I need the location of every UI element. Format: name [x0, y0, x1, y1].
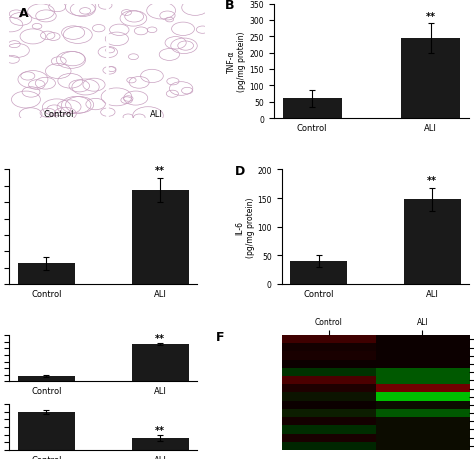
Bar — [132, 190, 189, 284]
Bar — [283, 99, 342, 119]
Bar — [132, 344, 189, 381]
Bar — [18, 376, 75, 381]
Text: A: A — [19, 7, 29, 20]
Text: F: F — [216, 330, 224, 343]
Text: D: D — [235, 164, 245, 177]
Bar — [132, 437, 189, 450]
Bar — [18, 412, 75, 450]
Text: ALI: ALI — [150, 110, 163, 118]
Text: **: ** — [155, 333, 165, 343]
Bar — [401, 39, 460, 119]
Text: B: B — [225, 0, 234, 12]
Bar — [404, 200, 461, 284]
Text: **: ** — [427, 176, 438, 186]
Text: **: ** — [426, 11, 436, 22]
Y-axis label: TNF-α
(pg/mg protein): TNF-α (pg/mg protein) — [227, 32, 246, 92]
Bar — [18, 264, 75, 284]
Text: Control: Control — [43, 110, 73, 118]
Text: **: ** — [155, 166, 165, 176]
Y-axis label: IL-6
(pg/mg protein): IL-6 (pg/mg protein) — [235, 197, 255, 257]
Bar — [290, 262, 347, 284]
Text: **: ** — [155, 425, 165, 435]
